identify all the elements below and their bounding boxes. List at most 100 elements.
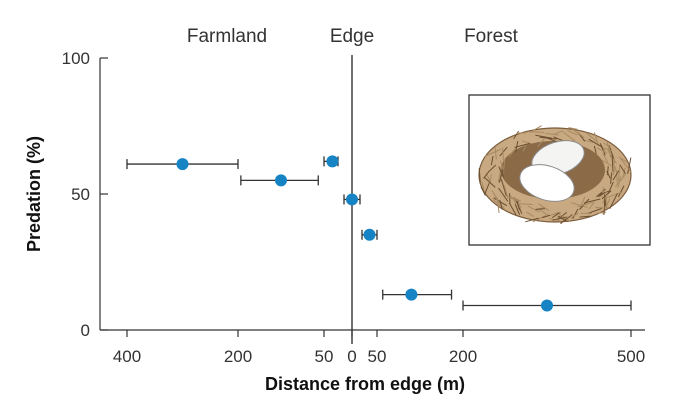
nest-straw-stroke (618, 156, 629, 164)
data-point (541, 299, 553, 312)
nest-straw-stroke (498, 166, 505, 178)
data-point-group (462, 299, 632, 312)
nest-straw-stroke (556, 211, 571, 223)
x-tick-label: 400 (113, 347, 141, 366)
nest-straw-stroke (579, 215, 591, 218)
nest-straw-stroke (617, 185, 625, 198)
nest-straw-stroke (539, 209, 549, 216)
data-point (363, 228, 376, 241)
nest-straw-stroke (570, 202, 588, 209)
nest-straw-stroke (483, 170, 490, 179)
nest-straw-stroke (503, 158, 506, 170)
nest-straw-stroke (484, 182, 490, 194)
nest-straw-stroke (599, 143, 606, 156)
nest-straw-stroke (601, 190, 612, 200)
nest-straw-stroke (597, 147, 607, 154)
data-point (346, 193, 358, 206)
nest-straw-stroke (606, 166, 609, 176)
nest-straw-stroke (508, 202, 517, 216)
egg-front (519, 164, 575, 202)
nest-straw-stroke (560, 214, 573, 224)
nest-straw-stroke (598, 191, 606, 198)
nest-straw-stroke (514, 142, 531, 148)
nest-straw-stroke (570, 212, 579, 219)
y-tick-label: 0 (81, 321, 90, 340)
nest-straw-stroke (526, 211, 534, 218)
nest-straw-stroke (601, 159, 613, 167)
nest-straw-stroke (601, 186, 605, 197)
nest-straw-stroke (514, 204, 521, 216)
nest-straw-stroke (480, 186, 486, 196)
nest-straw-stroke (537, 138, 545, 148)
data-point-group (240, 174, 319, 187)
nest-straw-stroke (607, 181, 614, 194)
nest-straw-stroke (585, 131, 598, 143)
data-point-group (382, 288, 453, 301)
region-label-farmland: Farmland (187, 26, 267, 47)
nest-straw-stroke (494, 146, 497, 160)
nest-straw-stroke (491, 190, 498, 200)
nest-straw-stroke (572, 208, 579, 219)
x-tick-label: 500 (617, 347, 645, 366)
nest-straw-stroke (602, 153, 609, 163)
nest-straw-stroke (619, 164, 626, 175)
nest-straw-stroke (627, 157, 632, 174)
nest-straw-stroke (525, 217, 539, 223)
nest-straw-stroke (499, 146, 508, 157)
x-tick-label: 200 (449, 347, 477, 366)
nest-straw-stroke (617, 176, 622, 189)
nest-straw-stroke (489, 174, 492, 183)
nest-straw-stroke (568, 127, 578, 130)
nest-straw-stroke (484, 176, 496, 188)
nest-straw-stroke (542, 214, 551, 219)
bird-nest-illustration (468, 94, 651, 246)
nest-straw-stroke (612, 170, 620, 181)
nest-straw-stroke (552, 212, 560, 219)
data-points-group (126, 155, 632, 312)
nest-straw (478, 125, 632, 225)
nest-straw-stroke (490, 155, 494, 166)
nest-straw-stroke (516, 132, 527, 134)
nest-straw-stroke (478, 167, 481, 183)
nest-straw-stroke (612, 167, 617, 176)
nest-straw-stroke (501, 147, 505, 162)
nest-straw-stroke (535, 208, 545, 210)
nest-straw-stroke (539, 136, 557, 140)
nest-straw-stroke (492, 199, 502, 207)
x-tick-label: 50 (315, 347, 334, 366)
nest-straw-stroke (593, 145, 597, 154)
y-axis-title: Predation (%) (24, 136, 44, 252)
nest-straw-stroke (498, 187, 509, 202)
nest-straw-stroke (584, 198, 601, 204)
nest-straw-stroke (603, 147, 613, 152)
data-point (275, 174, 287, 187)
nest-straw-stroke (494, 196, 505, 210)
data-point (405, 288, 418, 301)
nest-straw-stroke (563, 131, 576, 142)
nest-straw-stroke (620, 158, 632, 173)
nest-straw-stroke (499, 160, 505, 173)
nest-straw-stroke (498, 169, 504, 183)
nest-straw-stroke (605, 191, 608, 207)
nest-straw-stroke (481, 181, 485, 191)
nest-straw-stroke (577, 201, 594, 208)
data-point-group (126, 158, 239, 171)
nest-straw-stroke (610, 172, 613, 184)
x-tick-label: 200 (224, 347, 252, 366)
nest-straw-stroke (554, 130, 564, 135)
nest-straw-stroke (484, 148, 501, 157)
nest-straw-stroke (603, 142, 612, 149)
nest-straw-stroke (503, 185, 509, 199)
nest-straw-stroke (496, 198, 500, 213)
region-label-edge: Edge (330, 26, 374, 47)
nest-straw-stroke (535, 134, 552, 139)
nest-straw-stroke (508, 195, 521, 202)
data-point-group (323, 155, 339, 168)
nest-straw-stroke (615, 173, 627, 188)
nest-straw-stroke (508, 148, 516, 158)
nest-straw-stroke (567, 130, 578, 136)
nest-straw-stroke (593, 132, 599, 146)
nest-straw-stroke (552, 216, 567, 221)
nest-straw-stroke (618, 164, 621, 182)
